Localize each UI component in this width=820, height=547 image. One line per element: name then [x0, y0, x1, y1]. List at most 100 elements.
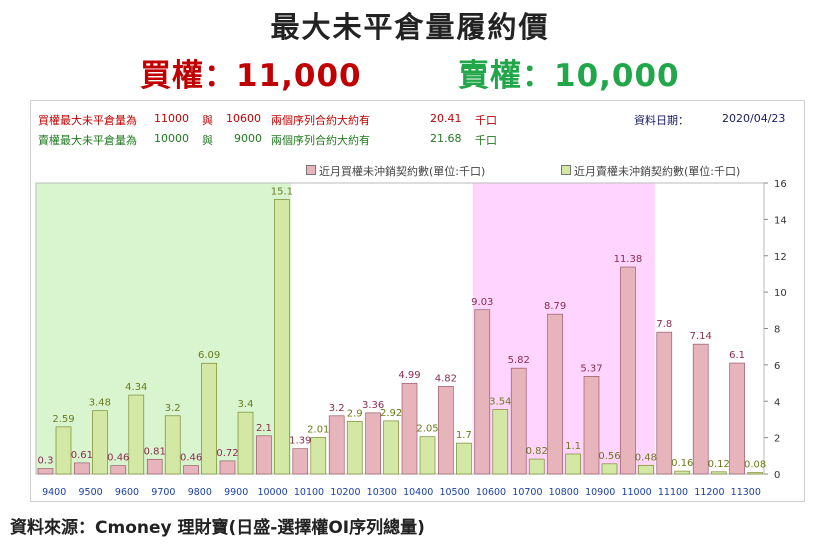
x-tick-label: 10700: [512, 487, 542, 498]
x-tick-label: 10000: [257, 487, 287, 498]
call-bar: [620, 266, 636, 475]
put-info-unit: 千口: [475, 134, 497, 147]
put-data-label: 15.1: [271, 186, 293, 197]
put-max-oi-strike: 賣權：10,000: [458, 58, 680, 94]
call-data-label: 7.8: [656, 319, 672, 330]
legend-call-swatch: [306, 165, 316, 175]
call-bar: [474, 309, 491, 475]
put-data-label: 0.82: [526, 446, 548, 457]
x-tick-label: 11100: [658, 487, 688, 498]
call-data-label: 11.38: [614, 254, 643, 265]
call-data-label: 1.39: [289, 436, 311, 447]
call-bar: [547, 313, 563, 475]
put-info-strike1: 10000: [154, 132, 189, 145]
x-tick-label: 9900: [224, 487, 248, 498]
y-tick-label: 12: [774, 252, 787, 263]
call-data-label: 0.61: [71, 450, 93, 461]
call-bar: [37, 468, 54, 475]
put-data-label: 2.59: [52, 414, 74, 425]
put-bar: [92, 410, 108, 475]
call-bar: [692, 343, 709, 475]
x-tick-label: 9500: [79, 487, 103, 498]
x-tick-label: 10500: [439, 487, 469, 498]
call-bar: [183, 465, 199, 475]
call-bar: [656, 331, 673, 475]
call-bar: [510, 367, 527, 475]
put-bar: [419, 436, 436, 475]
call-data-label: 7.14: [690, 331, 712, 342]
call-info-value: 20.41: [430, 112, 462, 125]
call-data-label: 6.1: [729, 350, 745, 361]
put-data-label: 2.01: [307, 424, 329, 435]
put-data-label: 1.7: [456, 430, 472, 441]
call-data-label: 3.2: [329, 403, 345, 414]
legend-put-swatch: [561, 165, 571, 175]
x-tick-label: 10800: [549, 487, 579, 498]
put-bar: [528, 458, 545, 475]
x-tick-label: 10200: [330, 487, 360, 498]
call-bar: [146, 458, 163, 475]
call-bar: [292, 448, 309, 475]
call-data-label: 4.82: [435, 373, 457, 384]
call-data-label: 3.36: [362, 400, 384, 411]
legend-call: 近月買權未沖銷契約數(單位:千口): [306, 163, 536, 178]
call-data-label: 9.03: [471, 297, 493, 308]
x-tick-label: 11000: [621, 487, 651, 498]
put-data-label: 0.12: [708, 459, 730, 470]
call-data-label: 4.99: [398, 370, 420, 381]
put-data-label: 2.05: [416, 424, 438, 435]
put-bar: [237, 411, 254, 475]
legend-put-label: 近月賣權未沖銷契約數(單位:千口): [574, 165, 741, 178]
x-tick-label: 9600: [115, 487, 139, 498]
put-bar: [128, 394, 145, 475]
x-tick-label: 10400: [403, 487, 433, 498]
put-info-conj: 與: [202, 134, 213, 147]
y-tick-label: 2: [774, 434, 780, 445]
call-info-text: 兩個序列合約大約有: [271, 114, 370, 127]
call-data-label: 0.46: [180, 453, 202, 464]
x-tick-label: 11300: [731, 487, 761, 498]
x-tick-label: 10900: [585, 487, 615, 498]
put-info-text: 兩個序列合約大約有: [271, 134, 370, 147]
call-data-label: 5.37: [580, 363, 602, 374]
x-tick-label: 9700: [151, 487, 175, 498]
call-data-label: 0.3: [38, 456, 54, 467]
put-bar: [565, 453, 581, 475]
put-data-label: 1.1: [565, 441, 581, 452]
call-data-label: 8.79: [544, 301, 566, 312]
x-tick-label: 9800: [188, 487, 212, 498]
y-tick-label: 16: [774, 179, 787, 190]
put-data-label: 2.92: [380, 408, 402, 419]
put-bar: [310, 437, 327, 475]
put-data-label: 0.48: [635, 452, 657, 463]
put-bar: [710, 471, 727, 475]
x-tick-label: 10300: [367, 487, 397, 498]
call-info-strike1: 11000: [154, 112, 189, 125]
put-info-row: 賣權最大未平倉量為 10000 與 9000 兩個序列合約大約有 21.68 千…: [38, 132, 518, 147]
put-data-label: 6.09: [198, 350, 220, 361]
call-bar: [583, 376, 600, 475]
put-info-label: 賣權最大未平倉量為: [38, 134, 137, 147]
put-data-label: 3.4: [238, 399, 254, 410]
call-data-label: 0.46: [107, 453, 129, 464]
put-data-label: 0.08: [744, 460, 766, 471]
put-bar: [638, 464, 654, 475]
put-data-label: 4.34: [125, 382, 147, 393]
put-info-strike2: 9000: [234, 132, 262, 145]
y-tick-label: 0: [774, 470, 780, 481]
put-data-label: 3.48: [89, 398, 111, 409]
call-bar: [74, 462, 90, 475]
put-bar: [164, 415, 181, 475]
call-data-label: 5.82: [508, 355, 530, 366]
put-bar: [55, 426, 72, 475]
put-bar: [456, 442, 472, 475]
data-date-value: 2020/04/23: [722, 112, 786, 125]
y-tick-label: 10: [774, 288, 787, 299]
put-bar: [383, 420, 399, 475]
y-tick-label: 14: [774, 215, 787, 226]
call-data-label: 0.72: [216, 448, 238, 459]
page-title: 最大未平倉量履約價: [270, 10, 550, 44]
call-bar: [110, 465, 127, 475]
put-bar: [674, 470, 691, 475]
